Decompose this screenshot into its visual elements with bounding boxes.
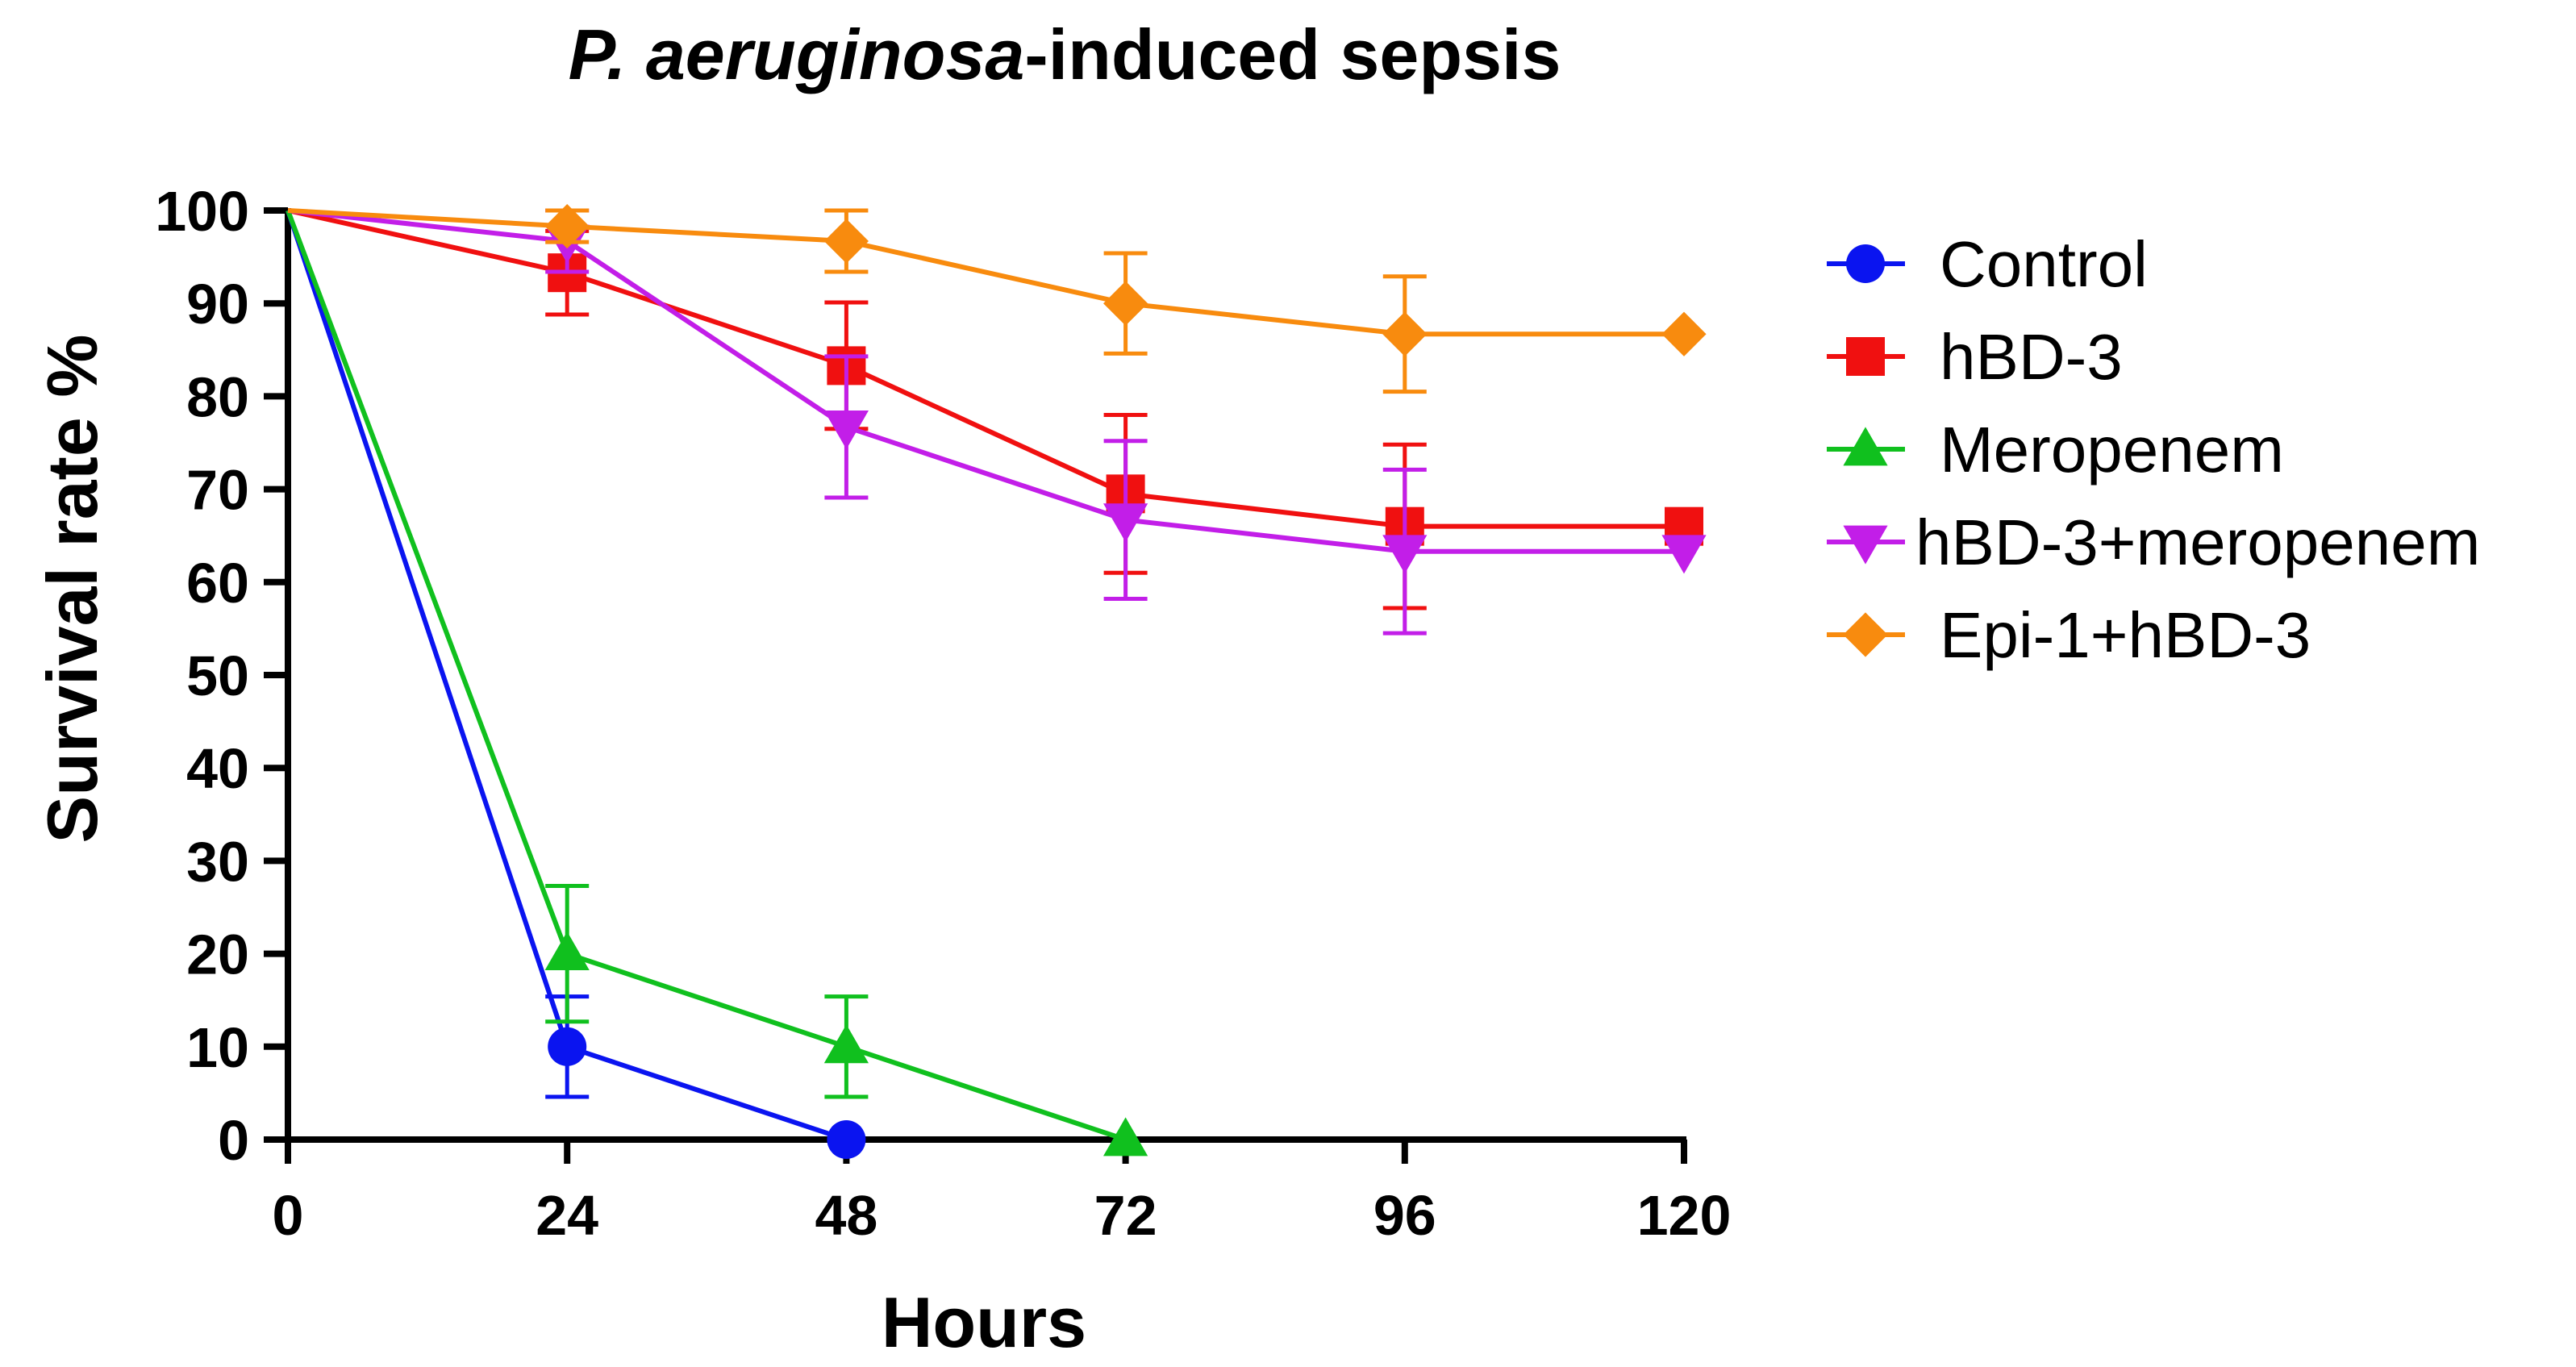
series-Meropenem	[286, 209, 1148, 1157]
data-point	[1382, 311, 1428, 356]
data-point	[548, 1027, 587, 1066]
legend-item: Meropenem	[1827, 414, 2284, 486]
y-tick-label: 0	[218, 1109, 249, 1172]
data-point	[823, 1024, 869, 1064]
x-axis-label: Hours	[882, 1282, 1086, 1362]
y-tick-label: 100	[155, 180, 249, 243]
legend-marker	[1843, 612, 1888, 657]
chart-title-italic: P. aeruginosa	[569, 15, 1025, 94]
data-point	[1103, 1117, 1148, 1157]
data-point	[827, 1120, 866, 1159]
legend: Control hBD-3 Meropenem hBD-3+meropenem Epi-…	[1827, 228, 2480, 671]
x-tick-label: 72	[1094, 1184, 1157, 1247]
legend-marker	[1846, 244, 1885, 283]
x-tick-label: 48	[815, 1184, 877, 1247]
y-axis-label: Survival rate %	[32, 335, 112, 844]
chart-title-rest: -induced sepsis	[1024, 15, 1561, 94]
series-Epi-1+hBD-3	[287, 203, 1707, 394]
legend-marker	[1846, 337, 1885, 376]
legend-item: Control	[1827, 228, 2148, 300]
series-hBD-3	[287, 208, 1703, 611]
data-point	[544, 203, 590, 249]
data-point	[823, 411, 869, 450]
series-line	[287, 208, 1684, 529]
data-point	[1661, 535, 1707, 574]
axes: 0 24 48 72 96 120 0 10 20 30 40 50 60 70 80 90 100	[155, 180, 1731, 1247]
y-tick-label: 20	[186, 923, 249, 986]
legend-label: hBD-3	[1940, 321, 2123, 393]
y-tick-label: 80	[186, 365, 249, 428]
plot-area	[286, 203, 1707, 1159]
legend-label: Control	[1940, 228, 2148, 300]
data-point	[544, 931, 590, 970]
series-line	[287, 208, 1684, 337]
data-point	[1661, 311, 1707, 356]
series-line	[286, 209, 1127, 1142]
x-tick-label: 96	[1373, 1184, 1436, 1247]
legend-item: hBD-3+meropenem	[1827, 506, 2480, 578]
x-tick-label: 24	[536, 1184, 598, 1247]
legend-item: Epi-1+hBD-3	[1827, 599, 2311, 671]
chart-title: P. aeruginosa-induced sepsis	[569, 15, 1561, 94]
data-point	[1103, 281, 1148, 326]
data-point	[1382, 535, 1428, 574]
legend-label: Epi-1+hBD-3	[1940, 599, 2311, 671]
data-point	[823, 219, 869, 264]
legend-label: Meropenem	[1940, 414, 2284, 486]
legend-marker	[1843, 427, 1888, 466]
series-line	[287, 208, 1684, 554]
y-tick-label: 10	[186, 1016, 249, 1079]
legend-marker	[1843, 525, 1888, 565]
x-tick-label: 0	[273, 1184, 304, 1247]
data-point	[1103, 503, 1148, 543]
legend-item: hBD-3	[1827, 321, 2123, 393]
y-tick-label: 50	[186, 644, 249, 707]
y-tick-label: 90	[186, 273, 249, 335]
y-tick-label: 70	[186, 459, 249, 522]
legend-label: hBD-3+meropenem	[1915, 506, 2480, 578]
series-Control	[286, 210, 866, 1159]
x-tick-label: 120	[1637, 1184, 1732, 1247]
y-tick-label: 30	[186, 830, 249, 893]
y-tick-label: 60	[186, 552, 249, 615]
y-tick-label: 40	[186, 737, 249, 800]
